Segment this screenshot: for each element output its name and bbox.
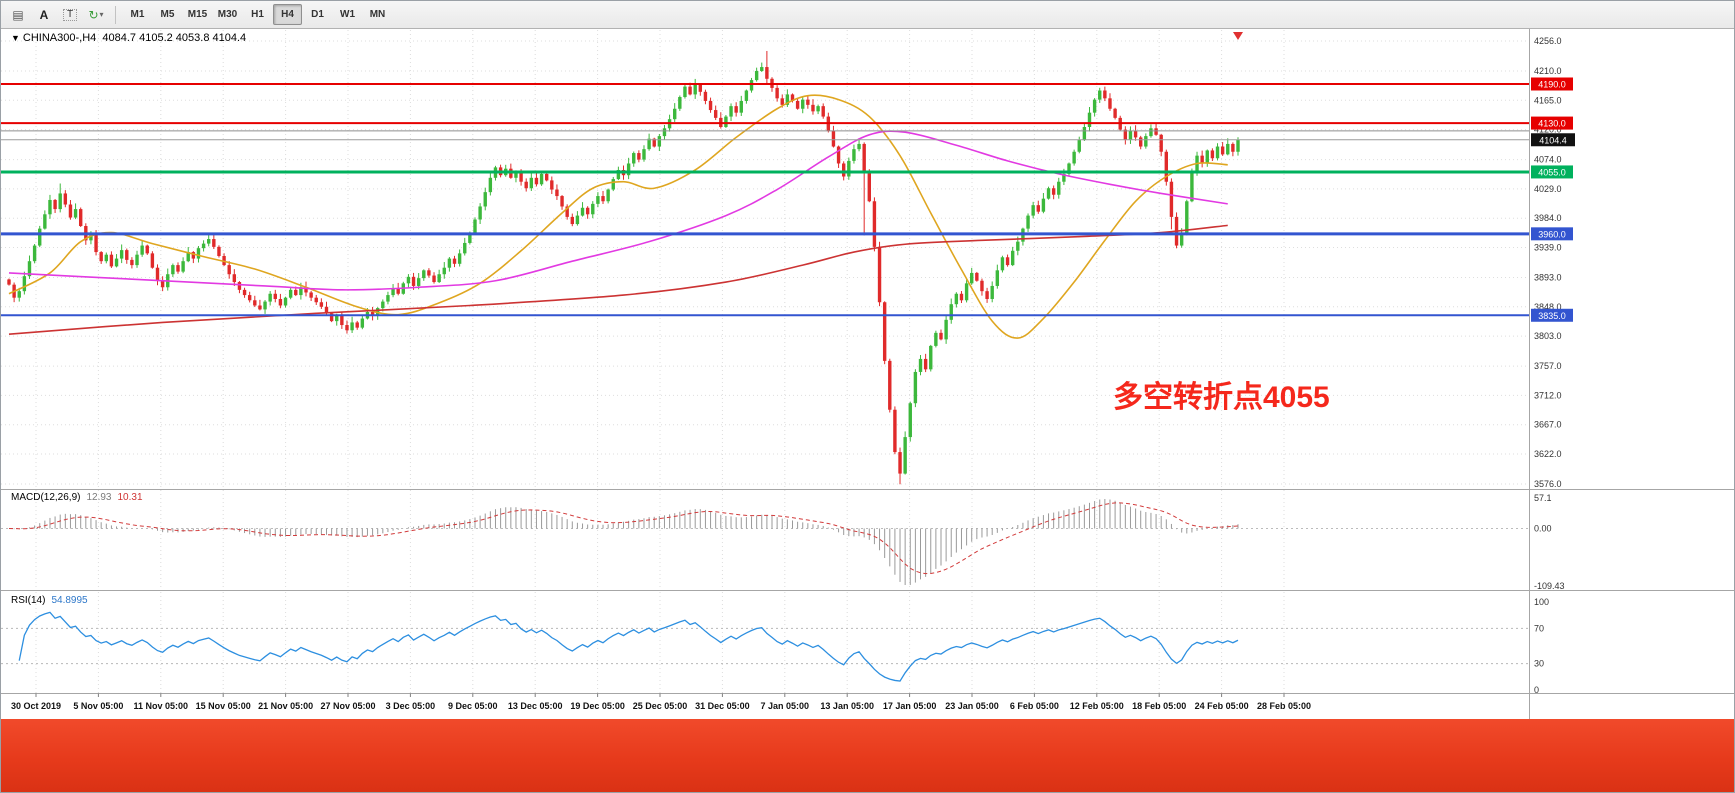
svg-text:12 Feb 05:00: 12 Feb 05:00 (1070, 701, 1124, 711)
svg-text:13 Dec 05:00: 13 Dec 05:00 (508, 701, 563, 711)
svg-text:24 Feb 05:00: 24 Feb 05:00 (1195, 701, 1249, 711)
svg-text:27 Nov 05:00: 27 Nov 05:00 (320, 701, 375, 711)
chart-symbol-period: CHINA300-,H4 (22, 32, 97, 44)
svg-text:3835.0: 3835.0 (1538, 311, 1566, 321)
rsi-pane[interactable] (1, 611, 1529, 682)
svg-text:3622.0: 3622.0 (1534, 449, 1562, 459)
svg-text:19 Dec 05:00: 19 Dec 05:00 (570, 701, 625, 711)
chart-ohlc-values: 4084.7 4105.2 4053.8 4104.4 (102, 32, 247, 44)
svg-text:6 Feb 05:00: 6 Feb 05:00 (1010, 701, 1059, 711)
timeframe-button-M30[interactable]: M30 (217, 9, 238, 20)
svg-text:4210.0: 4210.0 (1534, 66, 1562, 76)
ma-fast-orange (8, 94, 1228, 339)
timeframe-button-M1[interactable]: M1 (130, 9, 145, 20)
svg-text:28 Feb 05:00: 28 Feb 05:00 (1257, 701, 1311, 711)
timeframe-button-MN[interactable]: MN (369, 9, 386, 20)
svg-text:25 Dec 05:00: 25 Dec 05:00 (633, 701, 688, 711)
svg-text:3667.0: 3667.0 (1534, 420, 1562, 430)
svg-text:70: 70 (1534, 623, 1544, 633)
svg-text:4190.0: 4190.0 (1538, 79, 1566, 89)
svg-text:17 Jan 05:00: 17 Jan 05:00 (883, 701, 937, 711)
svg-text:3848.0: 3848.0 (1534, 302, 1562, 312)
macd-main-value: 12.93 (86, 492, 112, 503)
timeframe-button-H1[interactable]: H1 (251, 9, 264, 20)
toolbar-separator (115, 5, 116, 24)
price-axis[interactable]: 4256.0 4210.0 4165.0 4120.0 4074.0 4029.0 3984… (1531, 36, 1575, 489)
grid (1, 30, 1529, 693)
macd-pane[interactable] (1, 499, 1529, 585)
svg-text:3960.0: 3960.0 (1538, 229, 1566, 239)
svg-text:18 Feb 05:00: 18 Feb 05:00 (1132, 701, 1186, 711)
svg-text:-109.43: -109.43 (1534, 581, 1565, 591)
timeframe-button-D1[interactable]: D1 (311, 9, 324, 20)
chart-title: ▼ CHINA300-,H4 4084.7 4105.2 4053.8 4104.… (11, 32, 246, 44)
svg-text:21 Nov 05:00: 21 Nov 05:00 (258, 701, 313, 711)
time-axis[interactable]: 30 Oct 2019 5 Nov 05:00 11 Nov 05:00 15 Nov… (11, 693, 1311, 712)
timeframe-button-W1[interactable]: W1 (340, 9, 355, 20)
svg-text:4130.0: 4130.0 (1538, 119, 1566, 129)
svg-text:100: 100 (1534, 597, 1549, 607)
svg-text:15 Nov 05:00: 15 Nov 05:00 (196, 701, 251, 711)
timeframe-switcher: M1 M5 M15 M30 H1 H4 D1 W1 MN (123, 4, 392, 25)
svg-text:3576.0: 3576.0 (1534, 479, 1562, 489)
svg-text:13 Jan 05:00: 13 Jan 05:00 (820, 701, 874, 711)
bottom-red-banner (1, 719, 1734, 792)
timeframe-button-M5[interactable]: M5 (160, 9, 175, 20)
svg-text:9 Dec 05:00: 9 Dec 05:00 (448, 701, 498, 711)
level-lines[interactable] (1, 82, 1529, 317)
svg-text:3893.0: 3893.0 (1534, 272, 1562, 282)
svg-text:11 Nov 05:00: 11 Nov 05:00 (134, 701, 189, 711)
panel-separators (1, 29, 1734, 719)
svg-text:3712.0: 3712.0 (1534, 390, 1562, 400)
svg-text:30: 30 (1534, 659, 1544, 669)
macd-signal-value: 10.31 (117, 492, 143, 503)
svg-text:4029.0: 4029.0 (1534, 184, 1562, 194)
svg-text:31 Dec 05:00: 31 Dec 05:00 (695, 701, 750, 711)
svg-text:4104.4: 4104.4 (1539, 135, 1567, 145)
svg-text:3757.0: 3757.0 (1534, 361, 1562, 371)
svg-text:4074.0: 4074.0 (1534, 155, 1562, 165)
svg-text:3984.0: 3984.0 (1534, 213, 1562, 223)
svg-text:0: 0 (1534, 685, 1539, 695)
text-label-icon[interactable]: T (58, 4, 82, 26)
macd-indicator-label: MACD(12,26,9) 12.93 10.31 (11, 492, 143, 503)
svg-text:4165.0: 4165.0 (1534, 95, 1562, 105)
svg-text:23 Jan 05:00: 23 Jan 05:00 (945, 701, 999, 711)
timeframe-button-M15[interactable]: M15 (187, 9, 208, 20)
svg-text:4055.0: 4055.0 (1538, 167, 1566, 177)
market-depth-icon[interactable]: ▤ (12, 7, 24, 22)
rsi-value: 54.8995 (51, 595, 88, 606)
toolbar: ▤ A T ↻ ▾ M1 M5 M15 M30 H1 H4 D1 W1 MN (1, 1, 1734, 29)
indicator-axis: 57.1 0.00 -109.43 100 70 30 0 (1534, 493, 1565, 695)
svg-text:3803.0: 3803.0 (1534, 331, 1562, 341)
svg-text:3 Dec 05:00: 3 Dec 05:00 (386, 701, 436, 711)
svg-text:5 Nov 05:00: 5 Nov 05:00 (73, 701, 123, 711)
rsi-indicator-label: RSI(14) 54.8995 (11, 595, 88, 606)
svg-text:4120.0: 4120.0 (1534, 125, 1562, 135)
refresh-cycle-icon[interactable]: ↻ ▾ (88, 7, 104, 22)
font-icon[interactable]: A (39, 7, 49, 22)
dropdown-caret-icon: ▾ (99, 10, 104, 19)
svg-text:0.00: 0.00 (1534, 523, 1552, 533)
svg-text:30 Oct 2019: 30 Oct 2019 (11, 701, 61, 711)
symbol-marker-icon: ▼ (11, 33, 20, 43)
timeframe-button-H4[interactable]: H4 (273, 4, 302, 25)
svg-text:7 Jan 05:00: 7 Jan 05:00 (761, 701, 810, 711)
svg-text:57.1: 57.1 (1534, 493, 1552, 503)
svg-text:4256.0: 4256.0 (1534, 36, 1562, 46)
svg-text:3939.0: 3939.0 (1534, 243, 1562, 253)
chart-shift-marker-icon[interactable] (1233, 32, 1243, 40)
chart-annotation-text[interactable]: 多空转折点4055 (1113, 381, 1330, 414)
